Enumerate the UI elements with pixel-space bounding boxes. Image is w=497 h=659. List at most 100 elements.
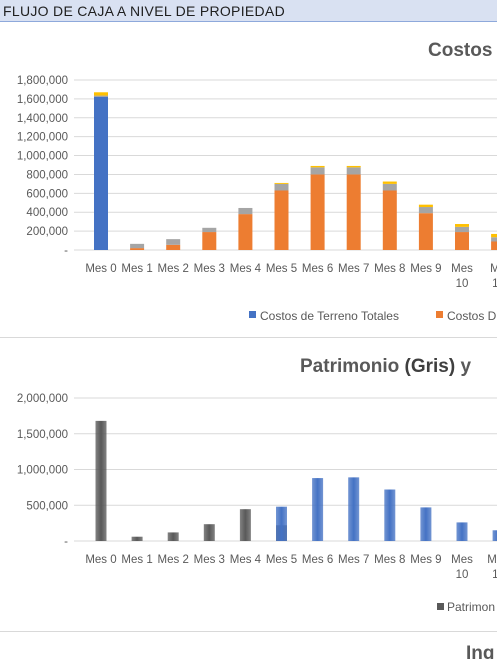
bar-segment [203,524,215,541]
x-tick-label: Mes 0 [85,263,116,275]
x-tick-label: Mes 8 [374,554,405,566]
bar-segment [238,214,253,250]
bar-segment [310,174,325,250]
bar-segment [418,207,433,214]
legend-label-terreno: Costos de Terreno Totales [260,309,399,323]
bar-segment [239,509,251,541]
bar-segment [455,226,469,233]
x-tick-label: Mes 2 [158,263,189,275]
bar-segment [346,165,361,168]
chart-title: Costos d [428,40,497,61]
bar-segment [95,420,107,541]
bar-segment [312,478,324,541]
x-tick-label: Mes 6 [302,554,333,566]
next-chart-title: Ing [466,643,495,659]
chart-patrimonio[interactable]: Patrimonio (Gris) y 2,000,000 1,500,000 1,… [17,356,497,614]
x-tick-label: Mes 3 [194,263,225,275]
y-tick-label: 1,800,000 [17,75,68,87]
y-tick-label: 1,000,000 [17,151,68,163]
bar-segment [382,181,397,184]
bar-segment [492,530,497,541]
bar-segment [384,489,396,541]
x-tick-label: Mes [451,263,473,275]
bar-segment [491,237,497,242]
y-tick-label: 200,000 [26,226,68,238]
bar-segment [420,507,432,541]
x-tick-label: Mes 7 [338,263,369,275]
x-tick-label: Mes 1 [121,554,152,566]
bar-segment [310,167,325,175]
bar-segment [418,213,433,250]
legend-swatch-desarrollo [436,311,443,318]
x-tick-label: Mes 4 [230,554,262,566]
y-tick-label: 500,000 [26,500,68,512]
chart-legend: Costos de Terreno Totales Costos D [249,309,497,323]
bar-segment [274,182,289,184]
chart-divider [0,631,497,632]
y-tick-label: 1,000,000 [17,465,68,477]
x-tick-label: Mes 5 [266,263,297,275]
y-tick-label: - [64,245,68,257]
bar-segment [238,207,253,215]
bar-segment [418,204,433,208]
legend-swatch-patrimonio [437,603,444,610]
y-tick-label: 600,000 [26,188,68,200]
x-tick-label: 11 [492,278,497,290]
chart-divider [0,337,497,338]
y-tick-label: 1,400,000 [17,113,68,125]
bar-segment [166,239,181,245]
bar-segment [166,244,181,250]
y-tick-label: 800,000 [26,169,68,181]
bar-segment [202,232,217,250]
x-tick-label: Mes 2 [158,554,189,566]
x-tick-label: Mes 3 [194,554,225,566]
y-tick-label: 1,600,000 [17,94,68,106]
x-tick-label: Mes 1 [121,263,152,275]
bar-segment [94,92,108,96]
bar-segment [130,248,145,250]
bar-segment [455,232,469,250]
y-tick-label: 2,000,000 [17,393,68,405]
bar-segment [346,174,361,250]
bar-segment [456,522,468,541]
bar-segment [346,167,361,175]
bar-segment [94,97,108,250]
x-tick-label: Mes 8 [374,263,405,275]
x-tick-label: Mes [487,554,497,566]
bar-segment [94,95,108,97]
x-tick-label: 10 [456,569,469,581]
y-tick-label: 1,500,000 [17,429,68,441]
bar-segment [382,190,397,250]
x-tick-label: Mes 4 [230,263,262,275]
x-tick-label: Mes 5 [266,554,297,566]
bar-segment [276,506,287,541]
bar-segment [455,224,469,227]
x-tick-label: Mes 7 [338,554,369,566]
x-tick-label: 10 [456,278,469,290]
legend-swatch-terreno [249,311,256,318]
chart-title: Patrimonio (Gris) y [300,356,471,377]
x-tick-label: 11 [492,569,497,581]
y-tick-label: 1,200,000 [17,132,68,144]
legend-label-patrimonio: Patrimon [447,600,495,614]
bar-segment [274,183,289,191]
x-tick-label: Mes 9 [410,263,441,275]
header-bar: FLUJO DE CAJA A NIVEL DE PROPIEDAD [0,0,497,22]
bar-segment [130,243,145,249]
x-tick-label: Mes 6 [302,263,333,275]
bar-segment [167,532,179,541]
chart-costos[interactable]: Costos d 1,800,000 1,600,000 1,400,000 1,20… [17,40,497,323]
sheet-title: FLUJO DE CAJA A NIVEL DE PROPIEDAD [3,3,285,19]
bar-segment [348,477,360,541]
x-tick-label: Mes 0 [85,554,116,566]
bar-segment [202,227,217,233]
x-tick-label: Mes [451,554,473,566]
x-tick-label: Me [490,263,497,275]
y-tick-label: 400,000 [26,207,68,219]
bar-segment [382,183,397,191]
x-tick-label: Mes 9 [410,554,441,566]
y-tick-label: - [64,536,68,548]
bar-segment [274,190,289,250]
legend-label-desarrollo: Costos D [447,309,497,323]
